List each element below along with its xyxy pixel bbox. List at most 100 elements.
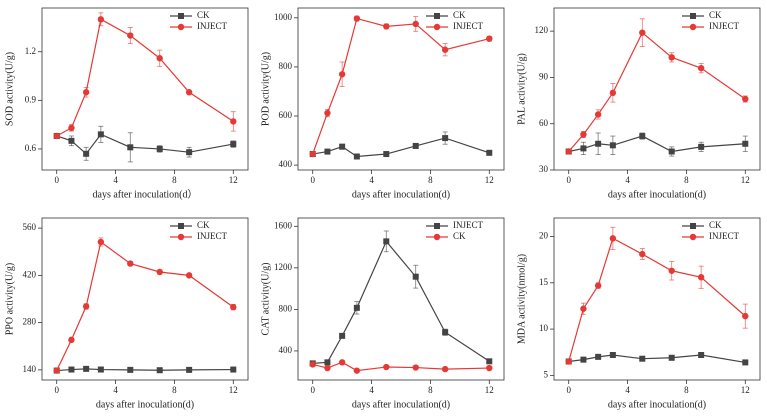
x-tick-label: 12 — [485, 385, 494, 395]
legend-marker — [690, 223, 696, 229]
legend-label: INJECT — [453, 220, 483, 230]
y-tick-label: 0.6 — [25, 143, 37, 153]
data-point — [353, 304, 360, 311]
y-tick-label: 0.9 — [25, 94, 37, 104]
legend-marker — [689, 23, 697, 31]
legend-label: CK — [709, 10, 722, 20]
data-point — [639, 250, 646, 258]
legend-label: INJECT — [453, 21, 483, 31]
legend-marker — [433, 23, 441, 31]
data-point — [580, 356, 587, 363]
legend-marker — [178, 13, 184, 19]
data-point — [698, 352, 705, 359]
x-axis-label: days after inoculation(d) — [96, 399, 194, 410]
data-point — [68, 366, 75, 373]
legend-marker — [177, 233, 185, 241]
data-point — [595, 353, 602, 360]
x-tick-label: 0 — [310, 385, 315, 395]
y-tick-label: 400 — [279, 345, 293, 355]
y-tick-label: 120 — [535, 25, 549, 35]
x-axis-label: days after inoculation(d) — [352, 189, 450, 200]
y-tick-label: 800 — [279, 61, 293, 71]
data-point — [185, 272, 193, 279]
data-point — [412, 20, 419, 28]
data-point — [668, 354, 675, 361]
data-point — [324, 359, 331, 366]
data-point — [53, 367, 60, 374]
data-point — [185, 89, 193, 96]
data-point — [412, 364, 419, 371]
y-tick-label: 1.2 — [25, 46, 36, 56]
data-point — [127, 260, 134, 267]
y-tick-label: 600 — [279, 110, 293, 120]
data-point — [609, 235, 617, 242]
series-line — [568, 31, 746, 152]
data-point — [639, 355, 646, 362]
x-tick-label: 8 — [172, 385, 177, 395]
data-point — [383, 363, 390, 371]
legend-label: CK — [197, 10, 210, 20]
series-line — [312, 17, 490, 155]
legend-marker — [434, 223, 440, 229]
data-point — [127, 366, 134, 373]
data-point — [697, 274, 705, 281]
y-tick-label: 140 — [23, 364, 37, 374]
data-point — [83, 150, 90, 157]
data-point — [594, 111, 602, 118]
data-point — [668, 148, 675, 155]
data-point — [230, 141, 237, 148]
y-axis-label: MDA activity(nmol/g) — [516, 254, 527, 344]
y-tick-label: 10 — [539, 323, 549, 333]
data-point — [595, 140, 602, 147]
y-tick-label: 800 — [279, 303, 293, 313]
data-point — [156, 367, 163, 374]
data-point — [580, 305, 587, 312]
data-point — [442, 329, 449, 336]
data-point — [383, 23, 390, 30]
x-tick-label: 12 — [485, 175, 494, 185]
data-point — [68, 137, 75, 144]
data-point — [309, 361, 316, 368]
y-tick-label: 5 — [544, 369, 549, 379]
data-point — [383, 238, 390, 245]
data-point — [742, 312, 749, 320]
data-point — [442, 135, 449, 142]
data-point — [97, 366, 104, 373]
x-tick-label: 8 — [172, 175, 177, 185]
legend-label: INJECT — [197, 231, 227, 241]
y-tick-label: 420 — [23, 269, 37, 279]
data-point — [565, 148, 572, 155]
data-point — [338, 71, 346, 78]
y-tick-label: 280 — [23, 317, 37, 327]
data-point — [68, 124, 75, 132]
legend-marker — [178, 223, 184, 229]
legend-label: INJECT — [709, 21, 739, 31]
data-point — [353, 367, 361, 374]
data-point — [609, 352, 616, 359]
x-tick-label: 8 — [684, 175, 689, 185]
data-point — [339, 143, 346, 150]
data-point — [697, 64, 705, 72]
data-point — [353, 15, 361, 22]
data-point — [639, 133, 646, 140]
data-point — [186, 149, 193, 156]
data-point — [580, 131, 587, 138]
series-line — [568, 237, 746, 362]
x-tick-label: 0 — [54, 385, 59, 395]
data-point — [309, 150, 316, 158]
data-point — [486, 364, 493, 372]
data-point — [412, 273, 419, 280]
plot-frame — [41, 7, 249, 171]
y-tick-label: 1600 — [274, 220, 293, 230]
series-line — [56, 240, 234, 371]
legend-label: CK — [453, 10, 466, 20]
y-tick-label: 30 — [539, 164, 549, 174]
series-line — [312, 240, 490, 364]
data-point — [594, 282, 602, 289]
x-tick-label: 12 — [229, 385, 238, 395]
x-tick-label: 0 — [310, 175, 315, 185]
x-tick-label: 0 — [566, 385, 571, 395]
data-point — [441, 365, 449, 373]
x-tick-label: 4 — [369, 385, 374, 395]
x-tick-label: 12 — [741, 385, 750, 395]
